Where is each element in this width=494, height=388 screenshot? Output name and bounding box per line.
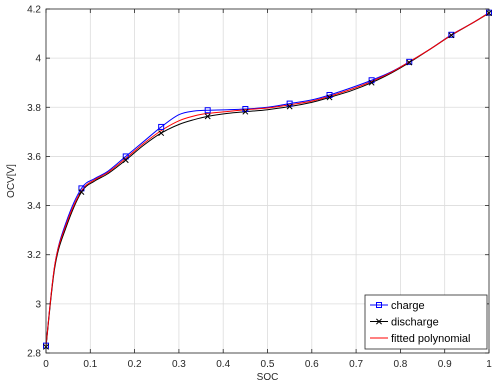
y-tick-label: 3.8	[27, 103, 41, 114]
legend-entry-discharge: discharge	[370, 317, 439, 329]
x-tick-label: 0.5	[261, 359, 275, 370]
x-tick-label: 0.3	[172, 359, 186, 370]
y-tick-label: 2.8	[27, 349, 41, 360]
y-tick-label: 3	[35, 299, 41, 310]
x-tick-label: 0.1	[83, 359, 97, 370]
data-point-discharge	[78, 189, 85, 196]
legend-label-charge: charge	[391, 300, 425, 312]
y-tick-label: 3.6	[27, 152, 41, 163]
legend-marker-discharge	[376, 318, 382, 325]
data-point-charge	[158, 123, 165, 130]
x-tick-label: 0.6	[305, 359, 319, 370]
data-point-charge	[406, 58, 413, 65]
data-point-discharge	[158, 130, 165, 137]
x-axis-label: SOC	[257, 372, 279, 383]
x-tick-label: 0	[43, 359, 49, 370]
legend-marker-charge	[376, 302, 382, 308]
legend: charge discharge fitted polynomial	[364, 294, 488, 350]
y-axis-label: OCV[V]	[6, 164, 17, 198]
legend-label-discharge: discharge	[391, 317, 439, 329]
y-tick-label: 3.2	[27, 250, 41, 261]
x-tick-label: 0.9	[438, 359, 452, 370]
data-point-charge	[448, 31, 455, 38]
x-tick-label: 1	[486, 359, 492, 370]
legend-entry-fitted-polynomial: fitted polynomial	[370, 333, 471, 345]
y-tick-label: 3.4	[27, 201, 41, 212]
x-tick-label: 0.4	[216, 359, 230, 370]
legend-label-fitted-polynomial: fitted polynomial	[391, 333, 471, 345]
data-point-discharge	[204, 113, 211, 120]
data-point-discharge	[242, 108, 249, 115]
data-point-discharge	[286, 103, 293, 110]
data-point-discharge	[406, 59, 413, 66]
data-point-charge	[122, 153, 129, 160]
data-point-discharge	[448, 32, 455, 39]
y-tick-label: 4.2	[27, 5, 41, 16]
data-point-discharge	[368, 79, 375, 86]
data-point-charge	[204, 107, 211, 114]
data-point-charge	[78, 185, 85, 192]
x-tick-label: 0.8	[393, 359, 407, 370]
data-point-discharge	[326, 94, 333, 101]
legend-entry-charge: charge	[370, 300, 425, 312]
data-point-discharge	[122, 157, 129, 164]
x-tick-label: 0.7	[349, 359, 363, 370]
x-tick-label: 0.2	[128, 359, 142, 370]
axis-ticks: 0 0.1 0.2 0.3 0.4 0.5 0.6 0.7 0.8 0.9 1 2.8 3 3.2 3.4 3…	[27, 5, 492, 371]
y-tick-label: 4	[35, 54, 41, 65]
